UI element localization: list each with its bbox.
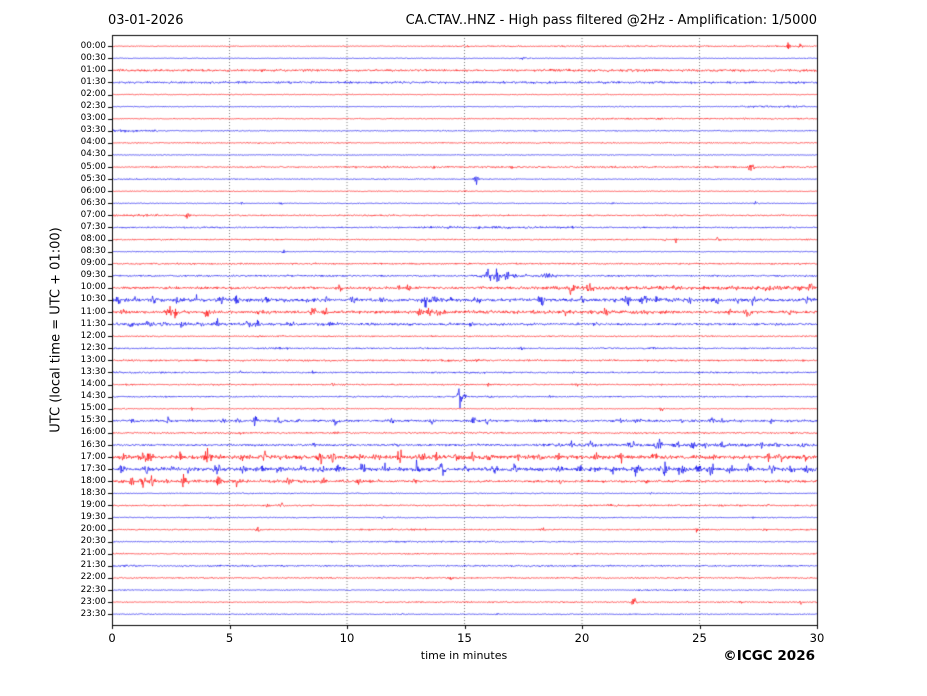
y-tick-label: 11:00 — [80, 306, 106, 317]
y-tick-label: 13:30 — [80, 366, 106, 377]
x-axis-label: time in minutes — [420, 649, 508, 662]
y-tick-label: 03:00 — [80, 113, 106, 124]
y-tick-label: 14:30 — [80, 391, 106, 402]
y-tick-label: 20:00 — [80, 524, 106, 535]
y-tick-label: 12:30 — [80, 342, 106, 353]
y-tick-label: 17:00 — [80, 451, 106, 462]
y-tick-label: 08:30 — [80, 246, 106, 257]
y-tick-label: 02:30 — [80, 101, 106, 112]
y-tick-label: 16:30 — [80, 439, 106, 450]
y-tick-label: 07:30 — [80, 221, 106, 232]
y-tick-label: 04:00 — [80, 137, 106, 148]
y-tick-label: 10:00 — [80, 282, 106, 293]
y-tick-label: 05:00 — [80, 161, 106, 172]
y-tick-label: 09:30 — [80, 270, 106, 281]
y-tick-label: 23:00 — [80, 596, 106, 607]
x-tick-label: 15 — [457, 631, 472, 645]
x-tick-label: 25 — [692, 631, 707, 645]
x-tick-label: 10 — [339, 631, 355, 645]
y-tick-label: 20:30 — [80, 536, 106, 547]
y-tick-label: 13:00 — [80, 354, 106, 365]
y-tick-label: 19:00 — [80, 499, 106, 510]
y-tick-label: 19:30 — [80, 512, 106, 522]
y-tick-label: 11:30 — [80, 318, 106, 329]
x-tick-label: 0 — [108, 631, 116, 645]
y-tick-label: 06:30 — [80, 197, 106, 208]
x-tick-label: 20 — [574, 631, 590, 645]
y-tick-label: 16:00 — [80, 427, 106, 438]
y-tick-label: 18:00 — [80, 475, 106, 486]
y-tick-label: 21:00 — [80, 548, 106, 559]
y-tick-label: 01:00 — [80, 64, 106, 75]
y-tick-label: 00:00 — [80, 40, 106, 51]
y-tick-label: 01:30 — [80, 76, 106, 87]
y-tick-label: 22:30 — [80, 584, 106, 595]
y-tick-label: 10:30 — [80, 294, 106, 305]
y-tick-label: 00:30 — [80, 52, 106, 63]
x-tick-label: 30 — [809, 631, 825, 645]
y-tick-label: 21:30 — [80, 560, 106, 571]
y-tick-label: 08:00 — [80, 234, 106, 245]
y-tick-label: 03:30 — [80, 125, 106, 136]
y-tick-label: 17:30 — [80, 463, 106, 474]
y-tick-labels: 00:00 00:30 01:00 01:30 02:00 02:30 03:00 03:30… — [0, 0, 106, 696]
y-tick-label: 12:00 — [80, 330, 106, 341]
plot-title: CA.CTAV..HNZ - High pass filtered @2Hz -… — [405, 13, 817, 28]
y-tick-label: 06:00 — [80, 185, 106, 196]
y-tick-label: 04:30 — [80, 149, 106, 160]
y-tick-label: 09:00 — [80, 258, 106, 269]
y-tick-label: 22:00 — [80, 572, 106, 583]
y-tick-label: 15:30 — [80, 415, 106, 426]
y-tick-label: 18:30 — [80, 487, 106, 498]
y-tick-label: 14:00 — [80, 379, 106, 390]
date-label: 03-01-2026 — [108, 13, 184, 28]
x-tick-label: 5 — [225, 631, 234, 645]
y-tick-label: 02:00 — [80, 89, 106, 100]
y-tick-label: 05:30 — [80, 173, 106, 184]
y-tick-label: 23:30 — [80, 608, 106, 619]
copyright-credit: ©ICGC 2026 — [723, 648, 815, 664]
y-tick-label: 07:00 — [80, 209, 106, 220]
y-tick-label: 15:00 — [80, 403, 106, 414]
